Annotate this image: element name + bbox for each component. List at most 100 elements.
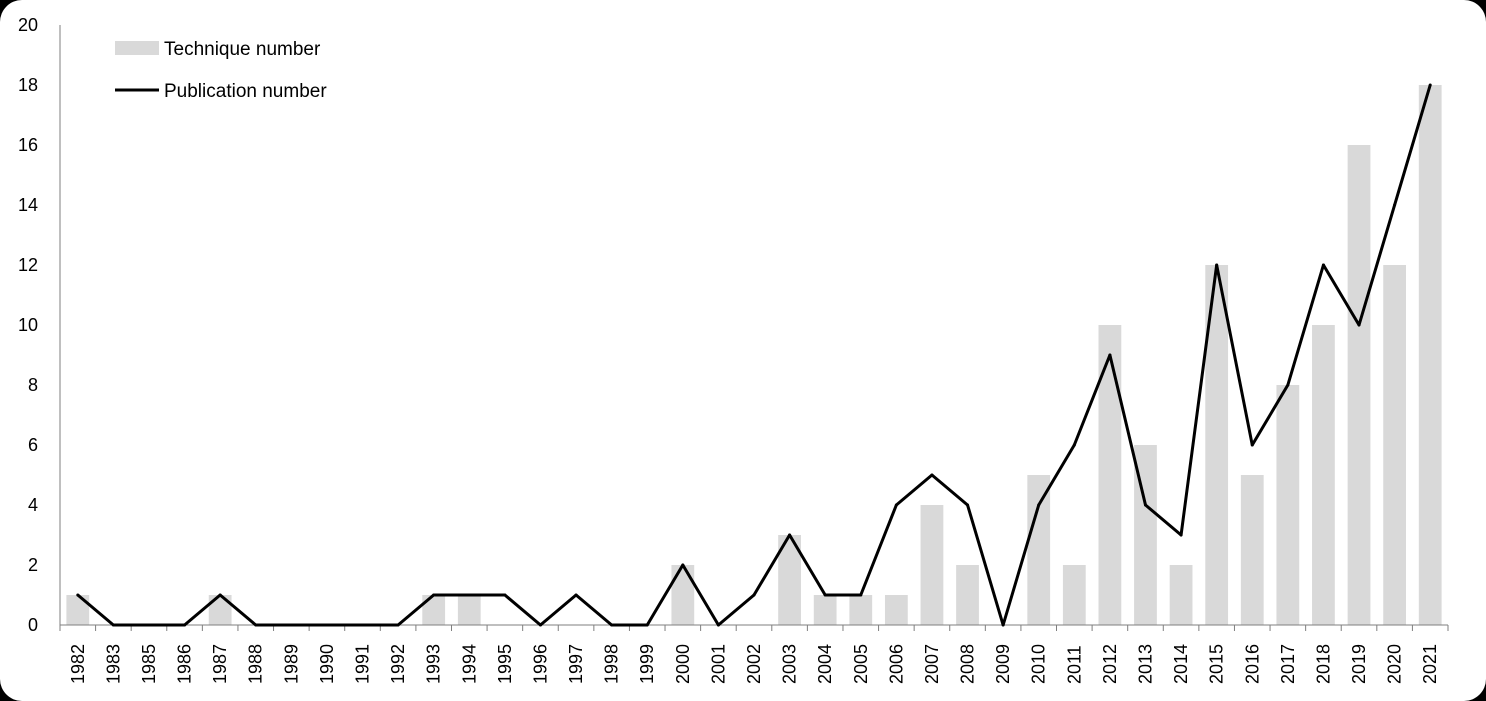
x-tick-label: 1986 (175, 644, 195, 684)
x-tick-label: 2018 (1313, 644, 1333, 684)
y-tick-label: 14 (18, 195, 38, 215)
x-tick-label: 2003 (780, 644, 800, 684)
bar (422, 595, 446, 625)
line-point (503, 593, 507, 597)
y-tick-label: 0 (28, 615, 38, 635)
line-point (1001, 623, 1005, 627)
x-tick-label: 2021 (1420, 644, 1440, 684)
line-point (111, 623, 115, 627)
line-point (1179, 533, 1183, 537)
bar (1240, 475, 1264, 625)
x-tick-label: 2015 (1207, 644, 1227, 684)
x-tick-label: 1990 (317, 644, 337, 684)
y-tick-label: 20 (18, 15, 38, 35)
bar (66, 595, 90, 625)
line-point (1108, 353, 1112, 357)
bar (1276, 385, 1300, 625)
line-point (681, 563, 685, 567)
x-tick-label: 2006 (886, 644, 906, 684)
y-tick-label: 16 (18, 135, 38, 155)
x-tick-label: 2019 (1349, 644, 1369, 684)
line-point (574, 593, 578, 597)
legend: Technique number Publication number (115, 39, 327, 102)
line-point (538, 623, 542, 627)
line-point (894, 503, 898, 507)
line-point (183, 623, 187, 627)
x-tick-label: 1996 (530, 644, 550, 684)
bar (884, 595, 908, 625)
y-tick-label: 8 (28, 375, 38, 395)
x-tick-label: 1992 (388, 644, 408, 684)
bar (1134, 445, 1157, 625)
line-point (823, 593, 827, 597)
y-tick-label: 2 (28, 555, 38, 575)
line-point (930, 473, 934, 477)
line-point (1428, 83, 1432, 87)
y-tick-label: 12 (18, 255, 38, 275)
line-point (147, 623, 151, 627)
line-point (610, 623, 614, 627)
line-point (467, 593, 471, 597)
x-axis-ticks: 1982 1983 1985 1986 1987 1988 1989 1990 1991 1992… (68, 644, 1440, 684)
x-tick-label: 1997 (566, 644, 586, 684)
bar (1383, 265, 1407, 625)
x-tick-label: 1999 (637, 644, 657, 684)
bar (1169, 565, 1193, 625)
line-point (432, 593, 436, 597)
y-axis-ticks: 0 2 4 6 8 10 12 14 16 18 20 (18, 15, 38, 635)
line-point (1037, 503, 1041, 507)
line-point (1072, 443, 1076, 447)
x-tick-label: 2014 (1171, 644, 1191, 684)
x-tick-label: 2002 (744, 644, 764, 684)
legend-label-technique: Technique number (164, 39, 321, 60)
bar (920, 505, 944, 625)
x-tick-label: 2000 (673, 644, 693, 684)
bar (778, 535, 801, 625)
x-tick-label: 2011 (1064, 645, 1084, 684)
bar (956, 565, 979, 625)
bar (1027, 475, 1051, 625)
bar (457, 595, 481, 625)
x-tick-label: 1991 (353, 644, 373, 684)
line-point (1143, 503, 1147, 507)
x-tick-label: 2017 (1278, 644, 1298, 684)
bar (813, 595, 837, 625)
line-point (966, 503, 970, 507)
x-tick-label: 2001 (708, 644, 728, 684)
line-point (645, 623, 649, 627)
bar (1205, 265, 1229, 625)
legend-swatch-technique (115, 41, 159, 55)
line-point (716, 623, 720, 627)
x-tick-label: 1987 (210, 644, 230, 684)
x-tick-label: 2016 (1242, 644, 1262, 684)
line-point (361, 623, 365, 627)
x-tick-label: 2004 (815, 644, 835, 684)
x-tick-label: 1995 (495, 644, 515, 684)
bar (1418, 85, 1442, 625)
bar (1347, 145, 1371, 625)
line-point (1357, 323, 1361, 327)
line-point (325, 623, 329, 627)
line-point (1286, 383, 1290, 387)
line-point (1321, 263, 1325, 267)
x-tick-label: 2010 (1029, 644, 1049, 684)
line-point (396, 623, 400, 627)
x-tick-label: 1985 (139, 644, 159, 684)
x-tick-label: 2008 (958, 644, 978, 684)
x-tick-label: 1998 (602, 644, 622, 684)
x-tick-label: 1988 (246, 644, 266, 684)
bar (208, 595, 232, 625)
line-point (289, 623, 293, 627)
line-point (752, 593, 756, 597)
y-tick-label: 6 (28, 435, 38, 455)
y-tick-label: 18 (18, 75, 38, 95)
y-tick-label: 4 (28, 495, 38, 515)
bar (1098, 325, 1122, 625)
x-tick-label: 2020 (1385, 644, 1405, 684)
bar (1062, 565, 1086, 625)
line-point (218, 593, 222, 597)
bar-series (66, 85, 1442, 625)
line-point (76, 593, 80, 597)
